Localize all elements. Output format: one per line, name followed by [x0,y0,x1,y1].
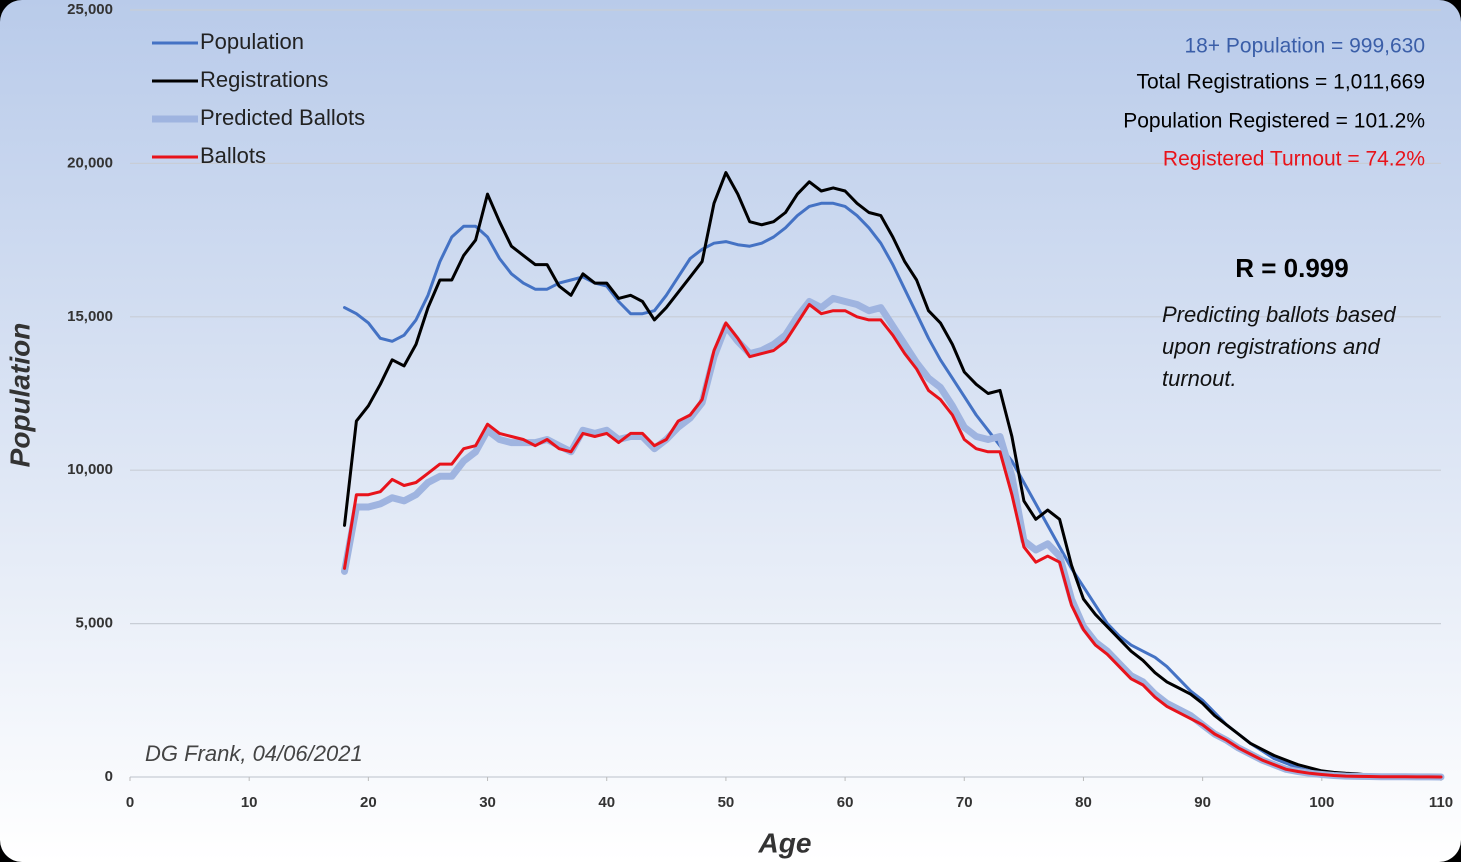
x-tick-label: 80 [1075,794,1092,811]
y-axis-title: Population [4,323,35,468]
y-tick-label: 15,000 [67,308,113,325]
legend-label: Predicted Ballots [200,105,365,130]
credit: DG Frank, 04/06/2021 [145,741,363,766]
x-tick-label: 10 [241,794,258,811]
legend-label: Population [200,29,304,54]
y-tick-label: 0 [105,768,113,785]
x-tick-label: 60 [837,794,854,811]
series-line [343,171,1443,779]
y-tick-label: 10,000 [67,461,113,478]
note-line: Predicting ballots based [1162,302,1396,327]
x-tick-label: 50 [718,794,735,811]
stat-line: Total Registrations = 1,011,669 [1136,71,1425,94]
x-axis-title: Age [758,827,812,858]
legend-label: Registrations [200,67,328,92]
x-tick-label: 70 [956,794,973,811]
x-tick-label: 90 [1194,794,1211,811]
x-tick-label: 0 [126,794,134,811]
note-line: upon registrations and [1162,334,1380,359]
x-tick-label: 20 [360,794,377,811]
series-line [343,303,1443,779]
stat-line: Population Registered = 101.2% [1123,110,1425,133]
legend-label: Ballots [200,143,266,168]
stat-line: Registered Turnout = 74.2% [1163,148,1425,171]
x-tick-label: 100 [1309,794,1334,811]
x-tick-label: 40 [598,794,615,811]
r-value: R = 0.999 [1235,253,1348,283]
x-tick-label: 110 [1429,794,1453,811]
note-line: turnout. [1162,366,1237,391]
y-tick-label: 20,000 [67,154,113,171]
stat-line: 18+ Population = 999,630 [1184,35,1425,58]
y-tick-label: 5,000 [75,615,113,632]
x-tick-label: 30 [479,794,496,811]
y-tick-label: 25,000 [67,1,113,18]
